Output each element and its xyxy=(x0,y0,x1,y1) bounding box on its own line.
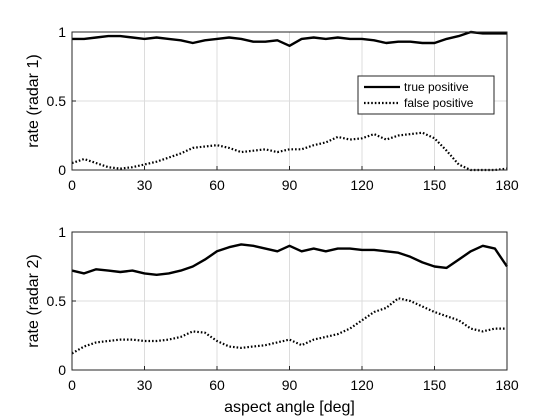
axes-frame xyxy=(71,31,508,171)
x-tick-label: 90 xyxy=(282,177,298,193)
top-chart-radar-1: 0 30 60 90 120 150 180 0 0.5 1 rate (radar 1) true … xyxy=(25,24,519,193)
y-tick-label: 0 xyxy=(58,162,66,178)
y-tick-label: 1 xyxy=(58,24,66,40)
y-tick-label: 1 xyxy=(58,224,66,240)
x-tick-label: 0 xyxy=(68,377,76,393)
legend: true positive false positive xyxy=(357,75,495,115)
y-axis-label: rate (radar 1) xyxy=(25,54,42,147)
axes-frame xyxy=(71,231,508,371)
x-tick-label: 60 xyxy=(209,177,225,193)
x-tick-label: 60 xyxy=(209,377,225,393)
x-tick-label: 90 xyxy=(282,377,298,393)
x-tick-label: 180 xyxy=(495,377,519,393)
x-tick-label: 120 xyxy=(350,177,374,193)
legend-entry: false positive xyxy=(404,96,474,110)
legend-box xyxy=(357,75,495,115)
x-axis-label: aspect angle [deg] xyxy=(224,399,355,416)
legend-entry: true positive xyxy=(404,80,469,94)
series-line-true-positive xyxy=(71,243,508,276)
x-tick-label: 30 xyxy=(137,177,153,193)
x-tick-label: 30 xyxy=(137,377,153,393)
x-tick-label: 0 xyxy=(68,177,76,193)
x-tick-label: 150 xyxy=(423,377,447,393)
y-tick-label: 0.5 xyxy=(47,293,67,309)
y-axis-label: rate (radar 2) xyxy=(25,254,42,347)
y-tick-label: 0.5 xyxy=(47,93,67,109)
y-tick-label: 0 xyxy=(58,362,66,378)
x-tick-label: 180 xyxy=(495,177,519,193)
bottom-chart-radar-2: 0 30 60 90 120 150 180 0 0.5 1 rate (radar 2) aspec… xyxy=(25,224,519,416)
x-tick-label: 150 xyxy=(423,177,447,193)
x-tick-label: 120 xyxy=(350,377,374,393)
series-line-true-positive xyxy=(72,30,507,47)
